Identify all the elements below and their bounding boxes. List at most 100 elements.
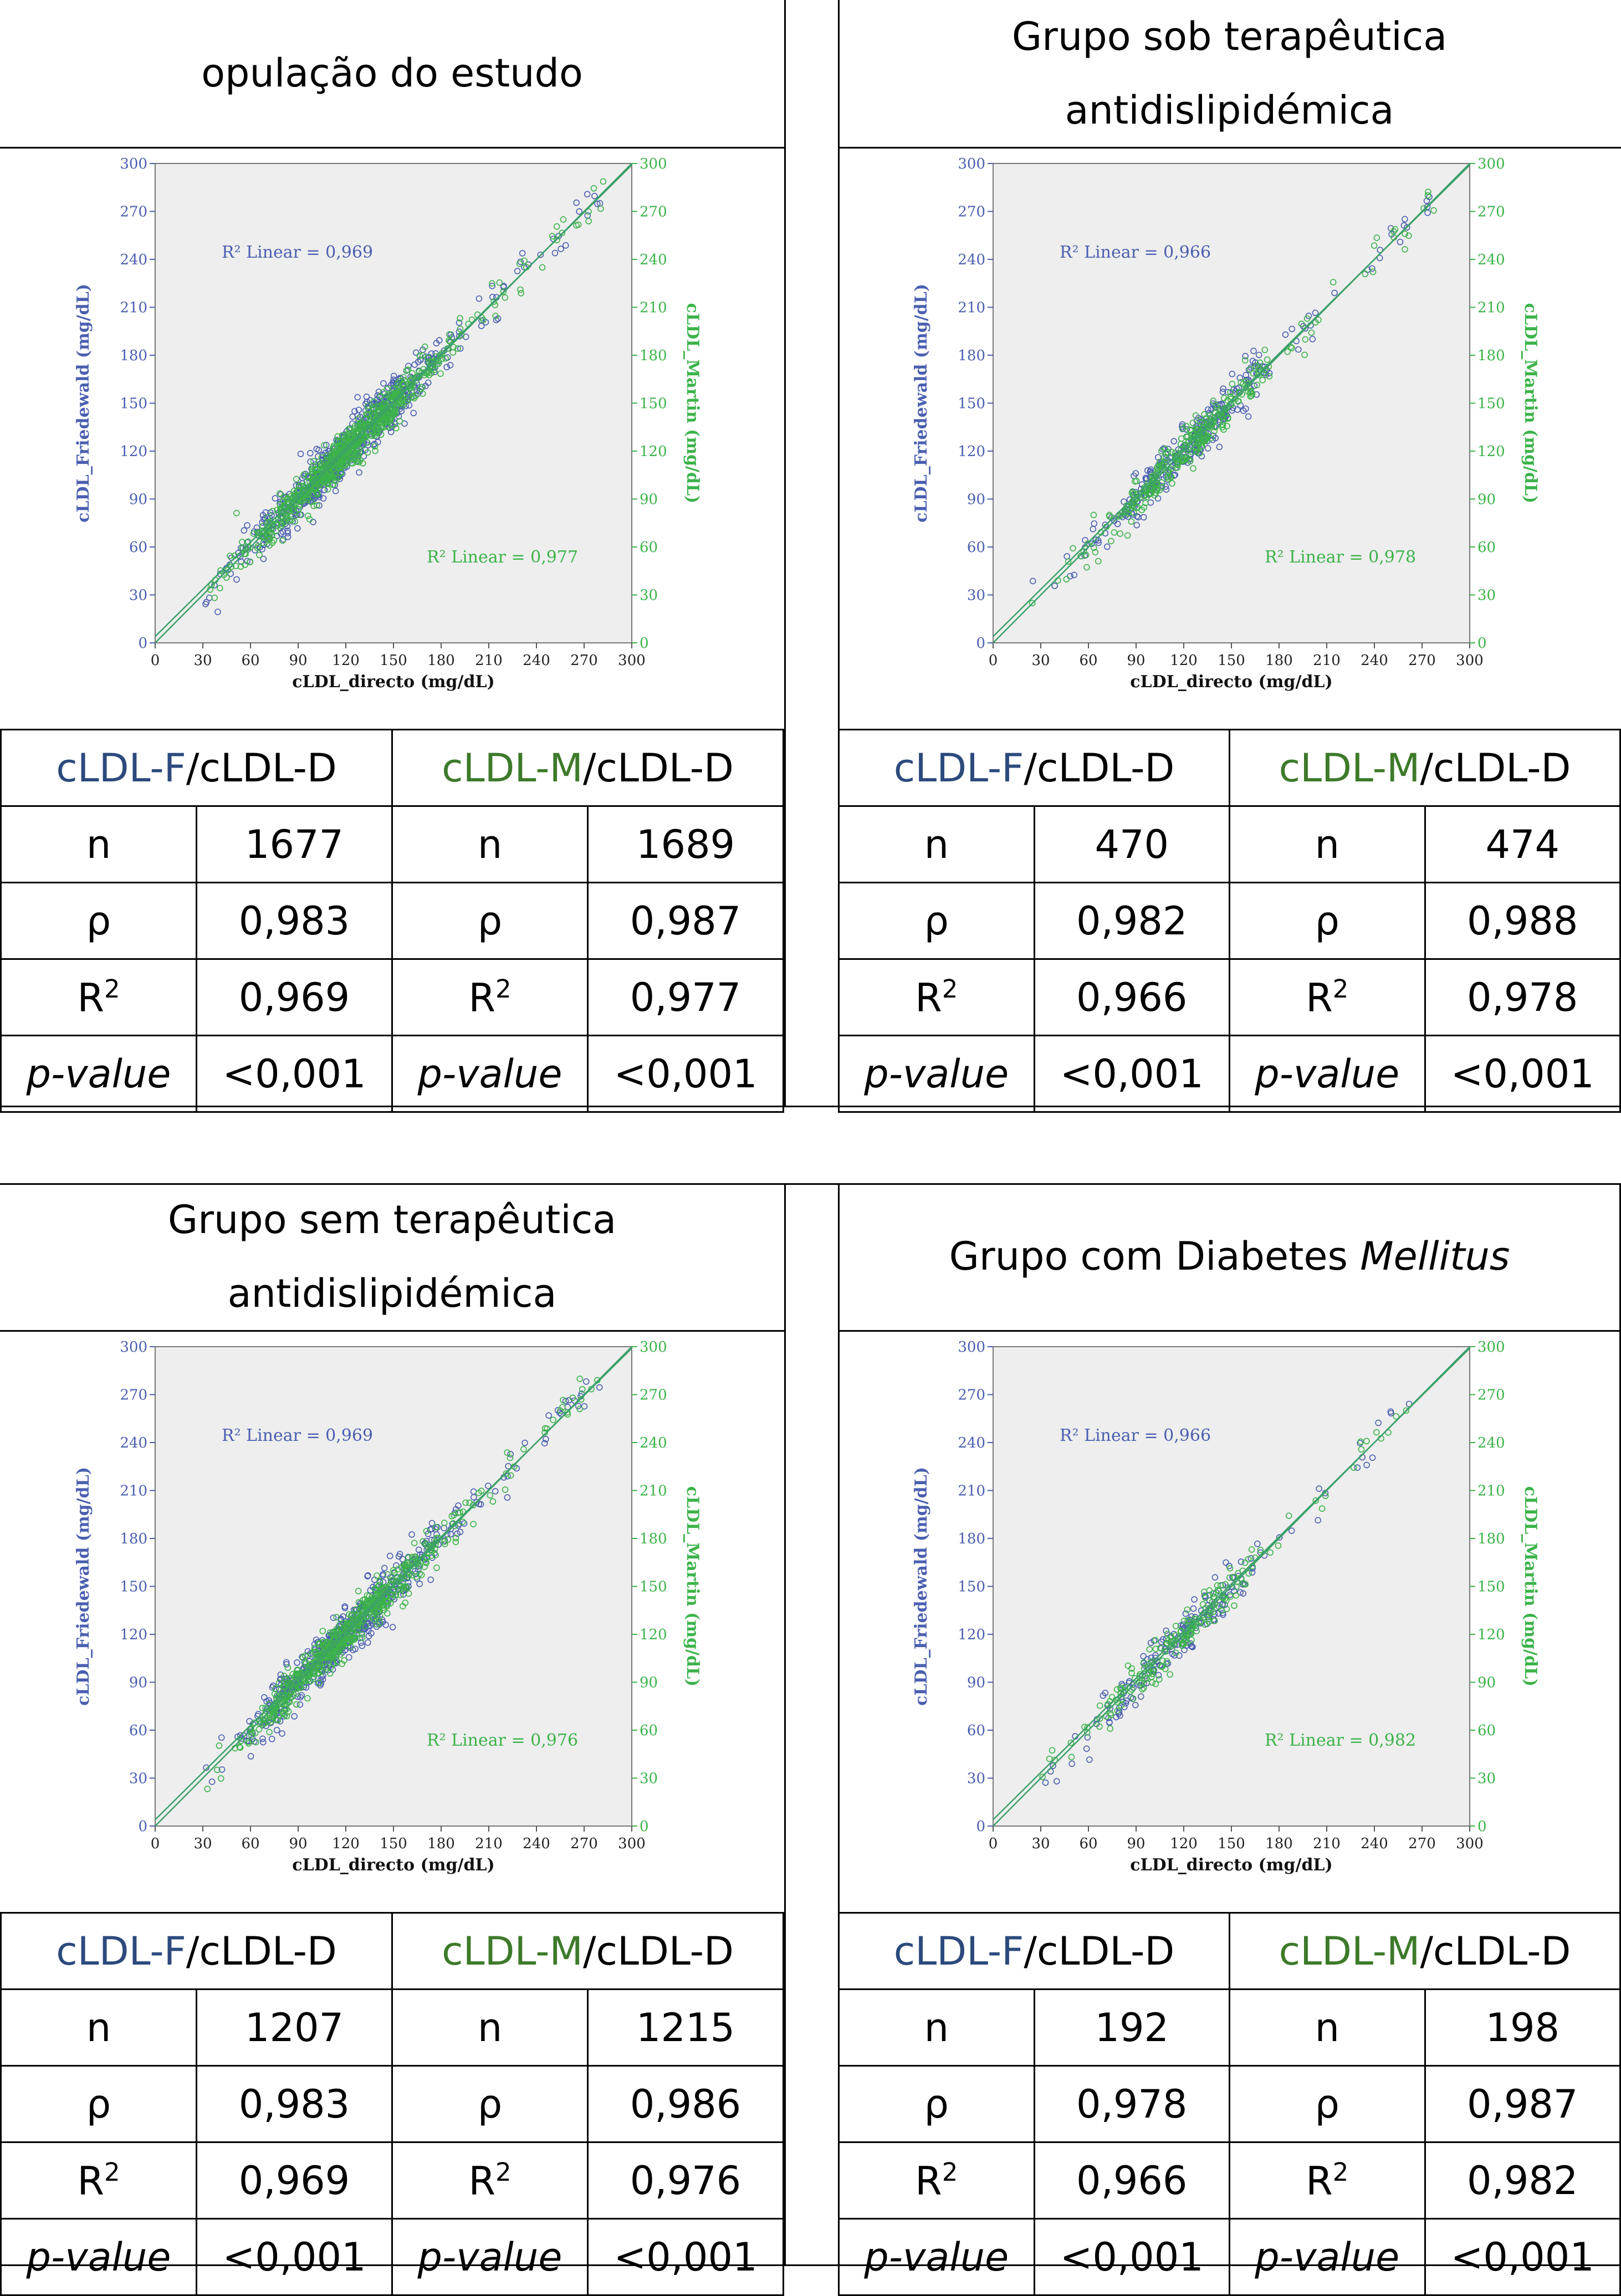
martin-point [347,1643,354,1650]
martin-point [1179,455,1186,462]
friedewald-point [1133,521,1140,529]
martin-point [282,1698,288,1705]
martin-point [1182,441,1189,448]
martin-point [1199,443,1205,449]
y-right-tick-label: 60 [640,539,658,556]
martin-point [1065,558,1072,565]
martin-point [306,516,313,523]
friedewald-point [297,451,304,457]
divider [0,147,784,149]
martin-point [1195,441,1202,448]
martin-point [569,1394,576,1401]
martin-point [469,1502,477,1508]
martin-point [1029,600,1036,606]
martin-point [433,1564,440,1571]
y-left-tick-label: 210 [958,300,985,316]
y-right-tick-label: 270 [640,1387,667,1404]
martin-point [309,463,316,469]
friedewald-point [1071,571,1078,579]
martin-point [1212,423,1219,431]
martin-point [217,1775,224,1782]
friedewald-point [1155,1671,1162,1679]
martin-point [1284,349,1291,355]
martin-point [295,495,302,503]
martin-point [549,233,556,239]
martin-point [1149,1679,1155,1686]
martin-point [350,446,357,453]
martin-point [1229,381,1236,387]
stat-value: 0,983 [196,2065,393,2143]
friedewald-point [1211,1574,1219,1581]
y-left-tick-label: 270 [120,1387,147,1404]
martin-point [1188,1637,1195,1643]
martin-point [1322,1492,1329,1499]
martin-point [1070,545,1076,552]
martin-point [293,1690,300,1697]
friedewald-point [355,406,362,413]
martin-point [1189,420,1196,426]
martin-point [363,433,370,440]
friedewald-point [447,362,454,369]
martin-point [329,1653,336,1660]
x-axis-label: cLDL_directo (mg/dL) [1130,1855,1332,1875]
stat-label: n [391,1988,589,2067]
y-left-tick-label: 240 [120,252,147,268]
y-right-tick-label: 90 [1477,1675,1496,1691]
friedewald-point [1266,370,1273,377]
martin-point [377,431,385,438]
martin-point [1148,484,1154,492]
martin-point [298,1684,304,1691]
martin-point [1180,1618,1188,1624]
method-name: cLDL-M [1279,745,1420,791]
martin-point [1134,494,1141,502]
divider [838,1183,840,2266]
martin-point [1131,509,1137,517]
stat-label: R2R2 [1229,2141,1426,2220]
friedewald-point [1363,1461,1370,1469]
martin-point [384,1571,391,1578]
martin-point [1161,454,1168,461]
r2-friedewald-label: R² Linear = 0,966 [1060,1426,1211,1445]
martin-point [1144,479,1152,486]
x-tick-label: 0 [151,1835,160,1852]
stat-label: n [1229,805,1426,883]
martin-point [323,480,330,487]
martin-point [507,1454,514,1461]
stat-label: p-value [1229,2218,1426,2296]
martin-point [241,550,248,558]
martin-point [1301,351,1308,359]
martin-point [364,449,371,456]
stat-value: 0,978 [1424,958,1621,1036]
y-left-tick-label: 0 [976,635,985,652]
friedewald-point [475,295,483,302]
martin-point [428,1544,435,1551]
y-left-tick-label: 270 [958,1387,985,1404]
martin-point [341,1657,347,1664]
stat-label: ρ [391,882,589,960]
y-right-tick-label: 180 [1477,1531,1505,1547]
martin-point [1425,188,1431,196]
friedewald-point [1111,518,1118,524]
martin-point [387,1596,395,1602]
x-tick-label: 30 [193,1835,212,1852]
friedewald-point [1249,357,1256,365]
friedewald-point [596,1384,603,1391]
stat-label: ρ [391,2065,589,2143]
martin-point [553,223,560,230]
martin-point [309,477,316,484]
martin-point [361,421,368,428]
x-tick-label: 60 [241,1835,259,1852]
martin-point [388,415,395,422]
y-left-tick-label: 90 [129,1675,147,1691]
stat-label: n [0,1988,197,2067]
martin-point [421,343,428,350]
y-right-axis-label: cLDL_Martin (mg/dL) [683,303,702,504]
stat-label: ρ [0,2065,197,2143]
y-right-tick-label: 150 [640,396,667,412]
stats-table: cLDL-F/cLDL-D cLDL-M/cLDL-D n 1207 n 1215 ρ 0,9… [0,1912,784,2296]
martin-point [325,1643,331,1650]
martin-point [585,218,592,224]
stat-label: ρ [838,882,1035,960]
stat-value: <0,001 [196,1035,393,1113]
